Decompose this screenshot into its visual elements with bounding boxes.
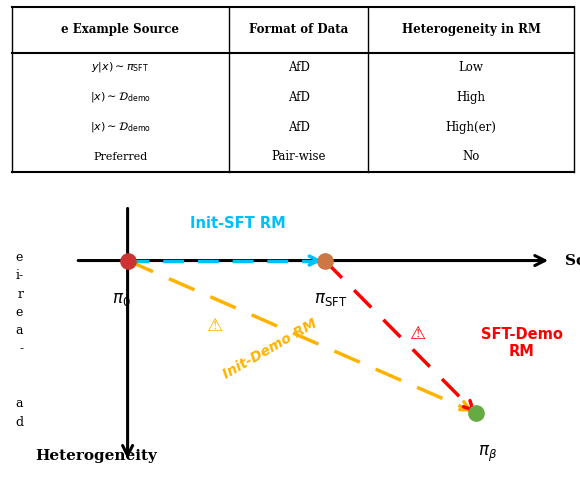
Text: ⚠: ⚠	[409, 324, 426, 343]
Text: $|x) \sim \mathcal{D}_{\mathrm{demo}}$: $|x) \sim \mathcal{D}_{\mathrm{demo}}$	[90, 120, 151, 134]
Text: d: d	[15, 416, 23, 429]
Text: e: e	[16, 306, 23, 319]
Text: $y|x) \sim \pi_{\mathrm{SFT}}$: $y|x) \sim \pi_{\mathrm{SFT}}$	[91, 60, 150, 74]
Text: r: r	[17, 288, 23, 300]
Text: Heterogeneity in RM: Heterogeneity in RM	[402, 24, 541, 36]
Text: AfD: AfD	[288, 120, 310, 133]
Text: -: -	[19, 342, 23, 355]
Text: Preferred: Preferred	[93, 152, 147, 162]
Text: Init-SFT RM: Init-SFT RM	[190, 216, 286, 231]
Text: High: High	[457, 91, 486, 104]
Text: High(er): High(er)	[446, 120, 496, 133]
Text: $\pi_{\beta}$: $\pi_{\beta}$	[478, 444, 496, 464]
Text: Heterogeneity: Heterogeneity	[35, 449, 157, 463]
Text: Score: Score	[566, 253, 580, 267]
Text: a: a	[16, 324, 23, 337]
Text: e: e	[16, 251, 23, 264]
Text: i-: i-	[15, 269, 23, 282]
Text: Low: Low	[459, 61, 484, 74]
Text: Init-Demo RM: Init-Demo RM	[220, 316, 319, 382]
Text: $\pi_0$: $\pi_0$	[113, 291, 131, 308]
Text: a: a	[16, 397, 23, 410]
Text: Format of Data: Format of Data	[249, 24, 349, 36]
Text: AfD: AfD	[288, 91, 310, 104]
Text: SFT-Demo
RM: SFT-Demo RM	[481, 327, 563, 359]
Text: $\pi_{\mathrm{SFT}}$: $\pi_{\mathrm{SFT}}$	[314, 291, 347, 308]
Text: No: No	[463, 150, 480, 163]
Text: AfD: AfD	[288, 61, 310, 74]
Text: $|x) \sim \mathcal{D}_{\mathrm{demo}}$: $|x) \sim \mathcal{D}_{\mathrm{demo}}$	[90, 90, 151, 104]
Text: Pair-wise: Pair-wise	[271, 150, 326, 163]
Text: ⚠: ⚠	[206, 317, 223, 335]
Text: e Example Source: e Example Source	[61, 24, 179, 36]
